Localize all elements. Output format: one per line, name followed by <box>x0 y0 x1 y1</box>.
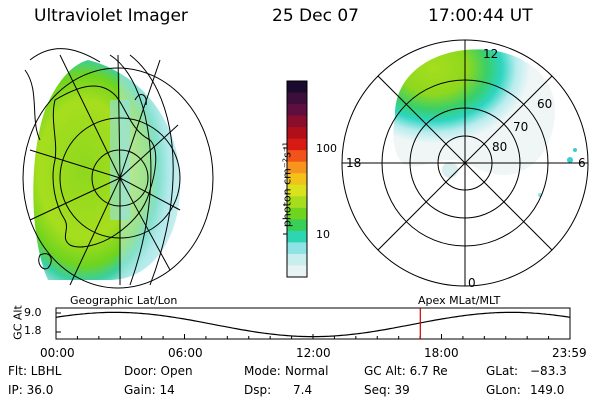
filter-info: Flt: LBHL <box>8 364 62 378</box>
timeline-right-title: Apex MLat/MLT <box>418 294 501 307</box>
timeline-left-title: Geographic Lat/Lon <box>70 294 178 307</box>
timeline-ytick-low: 1.8 <box>24 324 42 337</box>
mlt-label-0: 0 <box>468 276 476 290</box>
timeline-xtick-1800: 18:00 <box>424 346 459 360</box>
colorbar-band <box>287 265 307 278</box>
dsp-value: 7.4 <box>293 383 313 397</box>
time-label: 17:00:44 UT <box>428 6 533 26</box>
colorbar-band <box>287 81 307 94</box>
mlt-label-12: 12 <box>483 47 499 61</box>
gc-alt-info: GC Alt: 6.7 Re <box>364 364 448 378</box>
lat-label-60: 60 <box>537 97 553 111</box>
instrument-title: Ultraviolet Imager <box>34 6 188 26</box>
timeline-xtick-2359: 23:59 <box>552 346 587 360</box>
dsp-label: Dsp: <box>244 383 272 397</box>
glat-value: −83.3 <box>530 364 567 378</box>
timeline-xtick-0000: 00:00 <box>40 346 75 360</box>
door-info: Door: Open <box>124 364 193 378</box>
lat-label-70: 70 <box>513 120 529 134</box>
colorbar-band <box>287 92 307 105</box>
date-label: 25 Dec 07 <box>272 6 359 26</box>
gain-info: Gain: 14 <box>124 383 175 397</box>
timeline-axis-label: GC Alt <box>11 305 25 340</box>
colorbar-unit-label: photon cm⁻²s⁻¹ <box>280 141 294 228</box>
timeline-xtick-0600: 06:00 <box>168 346 203 360</box>
timeline-ytick-high: 9.0 <box>24 306 42 319</box>
seq-info: Seq: 39 <box>364 383 410 397</box>
colorbar-tick-100: 100 <box>316 142 337 155</box>
mlt-label-6: 6 <box>578 156 586 170</box>
colorbar-band <box>287 253 307 266</box>
mode-label: Mode: <box>244 364 281 378</box>
glat-label: GLat: <box>486 364 519 378</box>
colorbar-band <box>287 104 307 117</box>
ip-info: IP: 36.0 <box>8 383 54 397</box>
glon-value: 149.0 <box>530 383 565 397</box>
timeline-xtick-1200: 12:00 <box>296 346 331 360</box>
lat-label-80: 80 <box>492 140 508 154</box>
mode-value: Normal <box>285 364 329 378</box>
colorbar-tick-10: 10 <box>316 228 330 241</box>
glon-label: GLon: <box>486 383 521 397</box>
mlt-label-18: 18 <box>346 156 362 170</box>
